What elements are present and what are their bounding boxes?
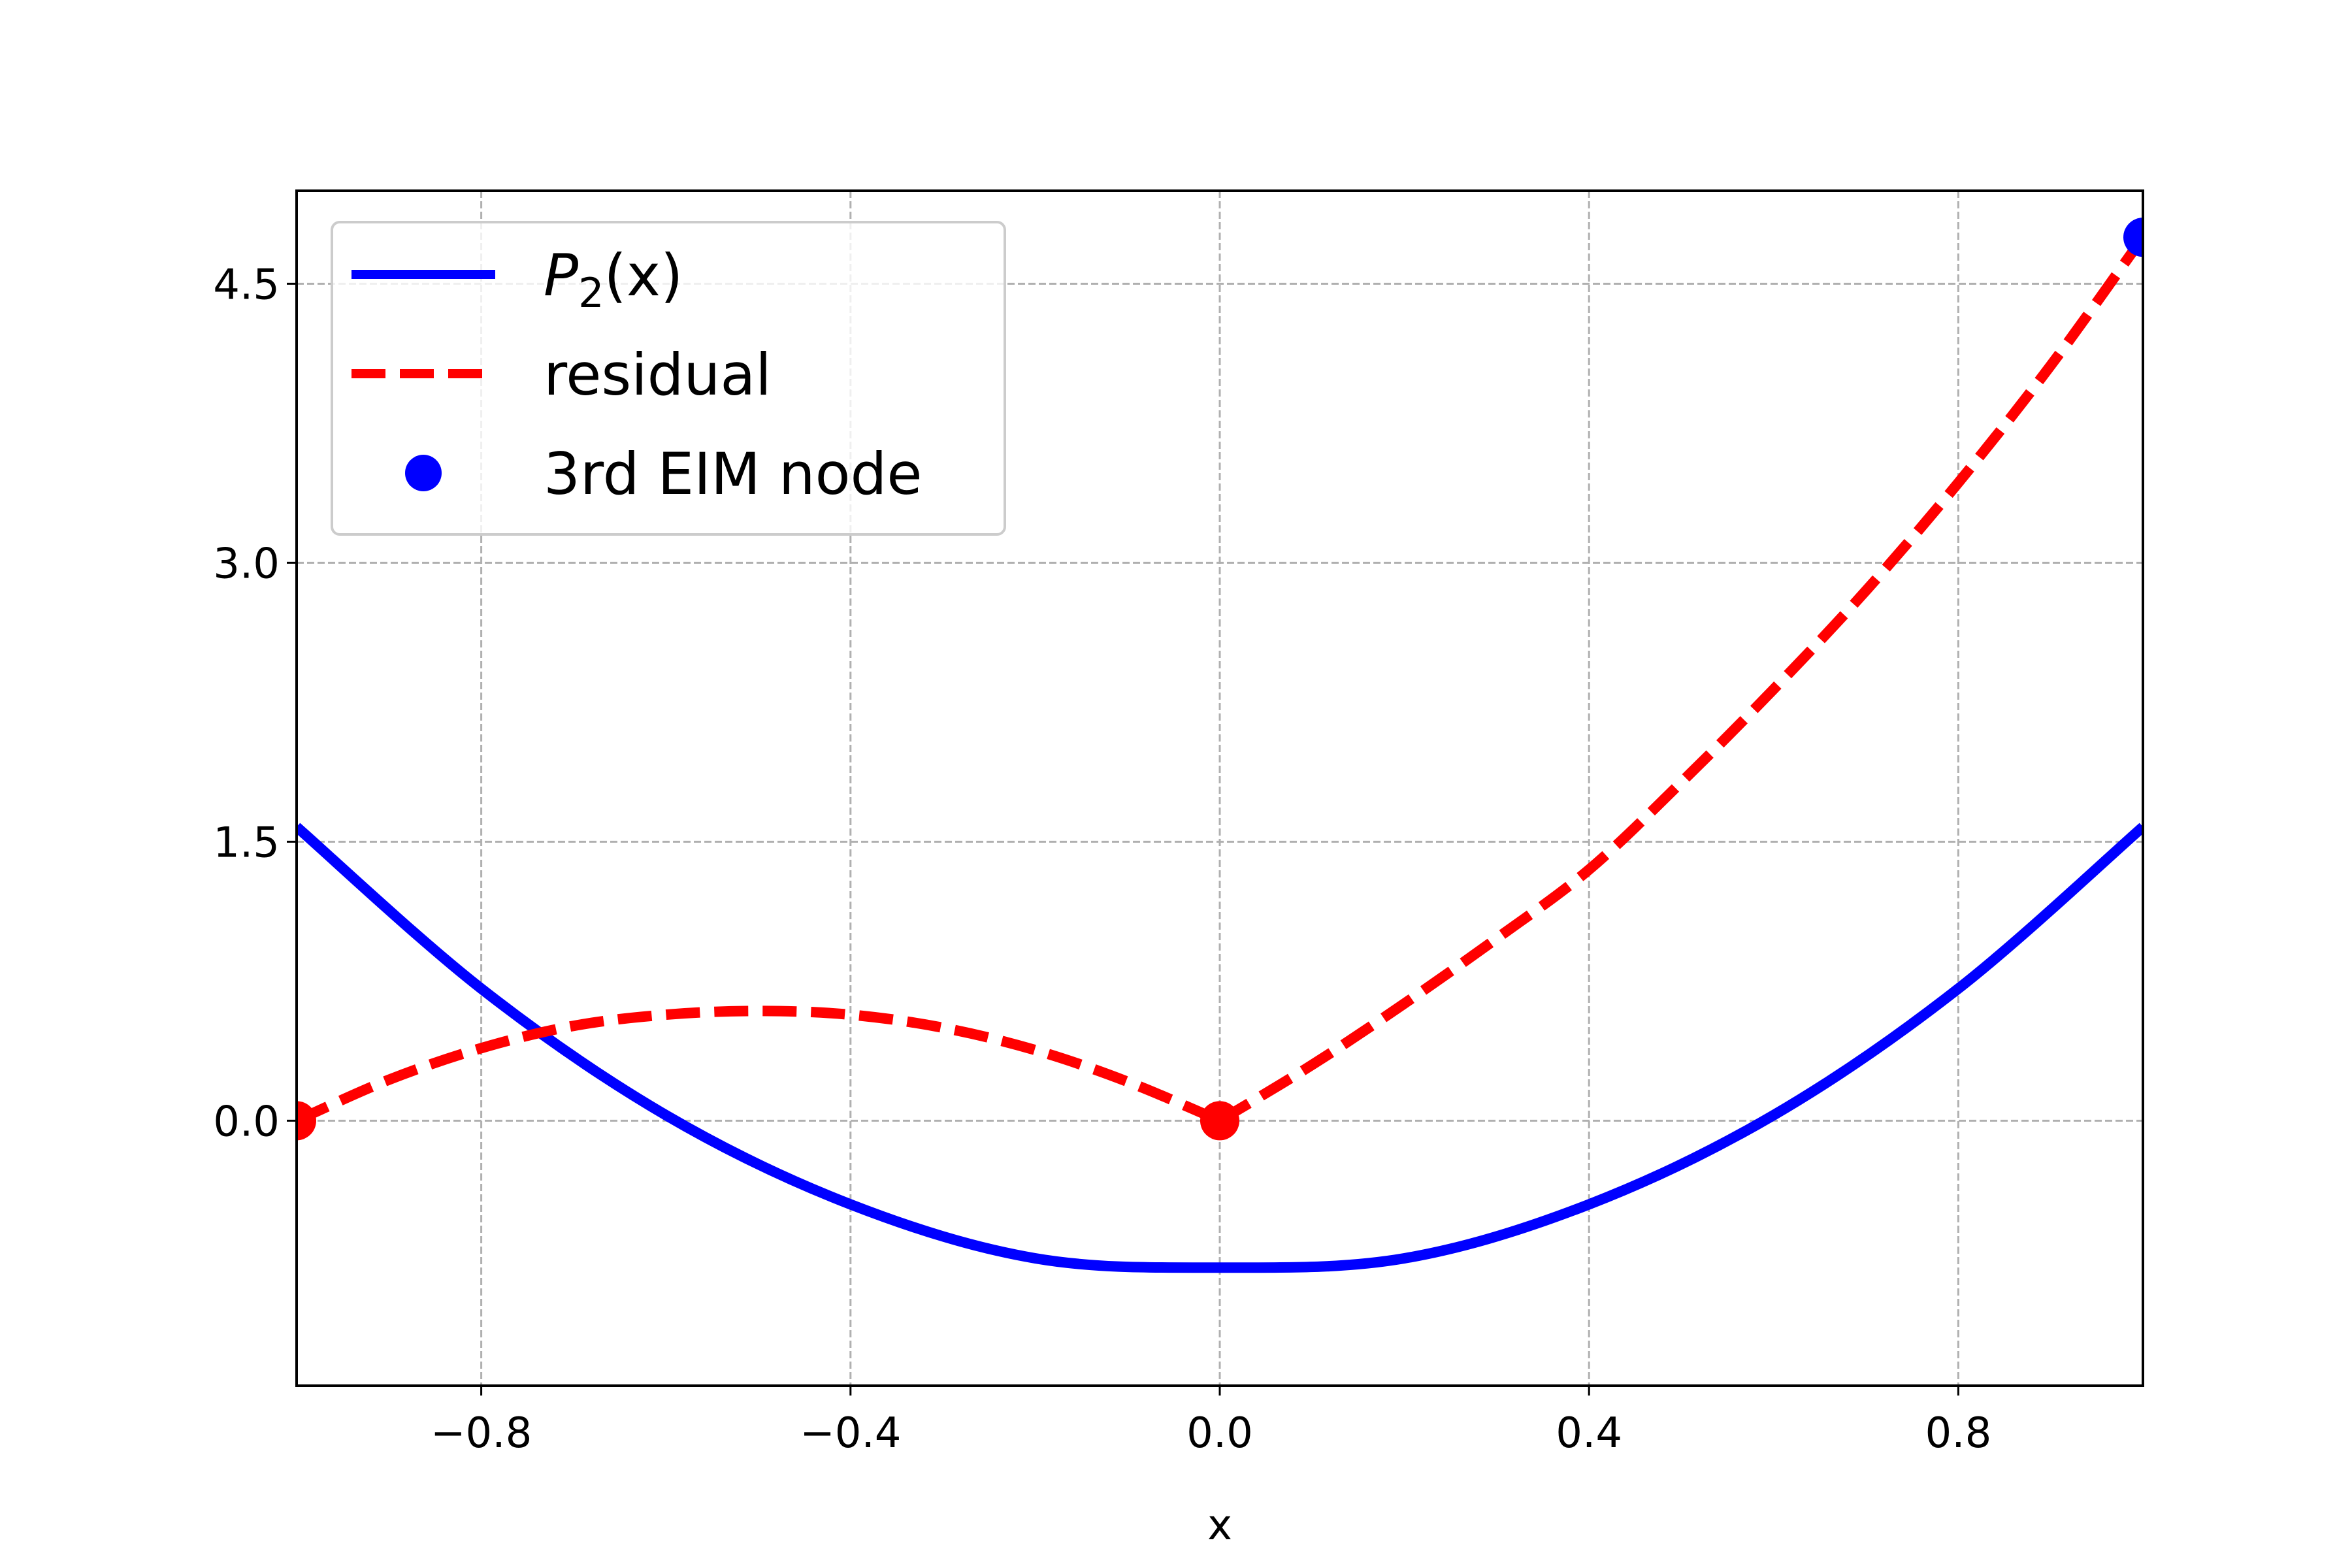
series-p2-line	[297, 823, 2143, 1273]
legend-label-residual: residual	[544, 341, 772, 408]
y-tick-label: 0.0	[213, 1098, 280, 1146]
legend-box	[331, 221, 1006, 536]
legend: P2(x) residual 3rd EIM node	[331, 221, 1006, 536]
x-tick-label: −0.8	[431, 1409, 532, 1458]
legend-p2-tail: (x)	[604, 242, 683, 309]
series-residual-line-left	[297, 1005, 1222, 1126]
x-tick-label: 0.4	[1556, 1409, 1622, 1458]
x-tick-label: −0.4	[800, 1409, 901, 1458]
legend-label-p2: P2(x)	[544, 242, 683, 317]
y-tick-label: 3.0	[213, 540, 280, 588]
residual-zero-marker	[297, 1101, 316, 1141]
series-residual-line-right	[1217, 234, 2143, 1126]
legend-p2-main: P	[544, 242, 578, 309]
y-tick-label: 1.5	[213, 819, 280, 867]
eim-node-marker	[2123, 218, 2143, 257]
legend-p2-sub: 2	[578, 269, 604, 317]
legend-swatch-eim-node	[405, 455, 442, 491]
axis-ticks: −0.8 −0.4 0.0 0.4 0.8 0.0 1.5 3.0 4.5	[213, 261, 1991, 1458]
y-tick-label: 4.5	[213, 261, 280, 309]
plot-area	[297, 218, 2143, 1273]
x-tick-label: 0.0	[1186, 1409, 1253, 1458]
x-axis-label: x	[1207, 1501, 1232, 1550]
residual-zero-marker	[1200, 1101, 1239, 1141]
legend-label-eim-node: 3rd EIM node	[544, 440, 923, 508]
x-tick-label: 0.8	[1925, 1409, 1992, 1458]
